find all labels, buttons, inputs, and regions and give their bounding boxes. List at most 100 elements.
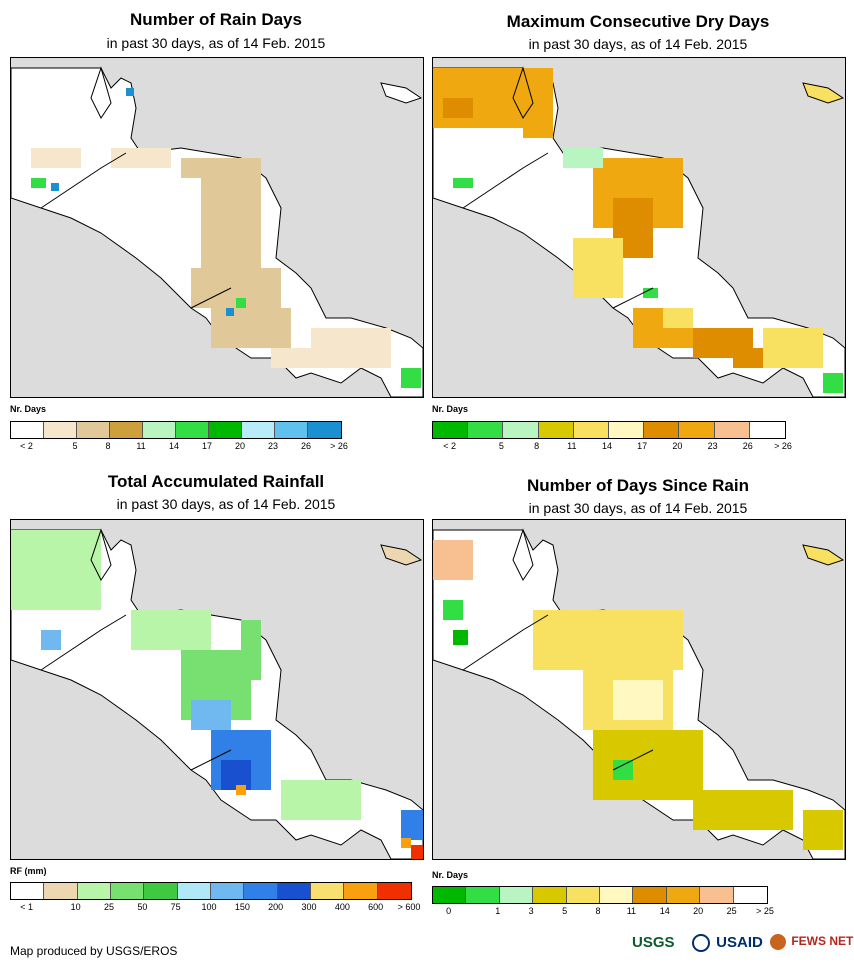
legend-swatch [242, 422, 275, 438]
legend-swatch [11, 422, 44, 438]
legend-swatch [44, 422, 77, 438]
legend-label: 25 [103, 902, 115, 912]
map-svg [11, 528, 423, 859]
legend-label: 26 [300, 441, 312, 451]
legend-label: 5 [498, 441, 504, 451]
panel-title-rain-days: Number of Rain Days [130, 10, 302, 29]
legend-swatch [210, 883, 245, 899]
legend-swatch [466, 887, 500, 903]
legend-label: < 2 [20, 441, 33, 451]
legend-label: 150 [234, 902, 250, 912]
legend-swatch [733, 887, 767, 903]
usgs-logo: USGS [632, 934, 675, 951]
legend-label: 20 [672, 441, 683, 451]
map-rainfall [10, 519, 424, 860]
legend-label: 20 [693, 906, 704, 916]
legend-label: > 26 [774, 441, 792, 451]
legend-swatch [44, 883, 78, 899]
legend-title-dry-days: Nr. Days [432, 404, 469, 414]
legend-title-days-since: Nr. Days [432, 870, 469, 880]
legend-label: 17 [201, 441, 213, 451]
legend-swatch [633, 887, 667, 903]
map-svg [433, 528, 845, 859]
legend-label: 75 [170, 902, 181, 912]
legend-swatch [275, 422, 308, 438]
legend-label: 50 [137, 902, 148, 912]
legend-swatch [608, 422, 645, 438]
map-days-since [432, 519, 846, 860]
legend-label: 8 [595, 906, 601, 916]
legend-swatch [599, 887, 634, 903]
legend-label: 8 [105, 441, 111, 451]
legend-swatch [344, 883, 378, 899]
panel-subtitle-rainfall: in past 30 days, as of 14 Feb. 2015 [116, 496, 336, 512]
legend-label: > 26 [330, 441, 348, 451]
legend-swatch [177, 883, 211, 899]
panel-subtitle-rain-days: in past 30 days, as of 14 Feb. 2015 [106, 35, 326, 51]
legend-swatch [679, 422, 715, 438]
legend-label: 20 [234, 441, 246, 451]
legend-label: 17 [637, 441, 648, 451]
legend-label: 26 [742, 441, 753, 451]
legend-swatch [110, 883, 145, 899]
legend-swatch [144, 883, 178, 899]
fews-net-emblem-icon [770, 934, 786, 950]
legend-swatch [468, 422, 504, 438]
legend-label: 14 [659, 906, 670, 916]
legend-swatch [433, 887, 467, 903]
legend-swatch [644, 422, 680, 438]
legend-label: 25 [726, 906, 737, 916]
legend-swatch [77, 883, 111, 899]
legend-title-rainfall: RF (mm) [10, 866, 47, 876]
legend-label: 14 [601, 441, 613, 451]
legend-label: 5 [562, 906, 568, 916]
legend-label: 0 [446, 906, 452, 916]
legend-bar-days-since [432, 886, 768, 904]
legend-swatch [666, 887, 701, 903]
legend-swatch [308, 422, 341, 438]
legend-label: 11 [567, 441, 577, 451]
legend-bar-rain-days [10, 421, 342, 439]
legend-label: 1 [495, 906, 501, 916]
legend-label: 300 [301, 902, 317, 912]
legend-swatch [700, 887, 734, 903]
legend-swatch [143, 422, 176, 438]
legend-swatch [176, 422, 209, 438]
legend-swatch [377, 883, 411, 899]
legend-bar-rainfall [10, 882, 412, 900]
legend-swatch [433, 422, 469, 438]
panel-subtitle-dry-days: in past 30 days, as of 14 Feb. 2015 [528, 36, 748, 52]
legend-swatch [566, 887, 600, 903]
legend-label: 600 [368, 902, 384, 912]
map-svg [433, 66, 845, 397]
legend-label: < 1 [20, 902, 34, 912]
legend-label: 23 [267, 441, 279, 451]
map-dry-days [432, 57, 846, 398]
legend-label: 8 [534, 441, 540, 451]
legend-label: 11 [136, 441, 146, 451]
legend-swatch [277, 883, 311, 899]
legend-swatch [209, 422, 242, 438]
usgs-logo-text: USGS [632, 934, 675, 951]
map-credit: Map produced by USGS/EROS [10, 944, 178, 958]
legend-label: 3 [528, 906, 534, 916]
legend-label: 11 [626, 906, 637, 916]
map-svg [11, 66, 423, 397]
panel-title-days-since: Number of Days Since Rain [526, 476, 749, 495]
legend-label: 200 [268, 902, 284, 912]
legend-label: 100 [201, 902, 217, 912]
legend-title-rain-days: Nr. Days [10, 404, 47, 414]
legend-swatch [573, 422, 609, 438]
usaid-logo-text: USAID [716, 934, 763, 951]
legend-label: 23 [707, 441, 718, 451]
legend-swatch [77, 422, 110, 438]
legend-swatch [499, 887, 534, 903]
fews-net-logo: FEWS NET [770, 934, 853, 950]
legend-label: 10 [70, 902, 81, 912]
fews-net-logo-text: FEWS NET [791, 934, 854, 949]
usaid-seal-icon [692, 934, 710, 953]
legend-swatch [538, 422, 574, 438]
legend-label: 400 [334, 902, 350, 912]
legend-label: 5 [72, 441, 78, 451]
legend-swatch [244, 883, 278, 899]
